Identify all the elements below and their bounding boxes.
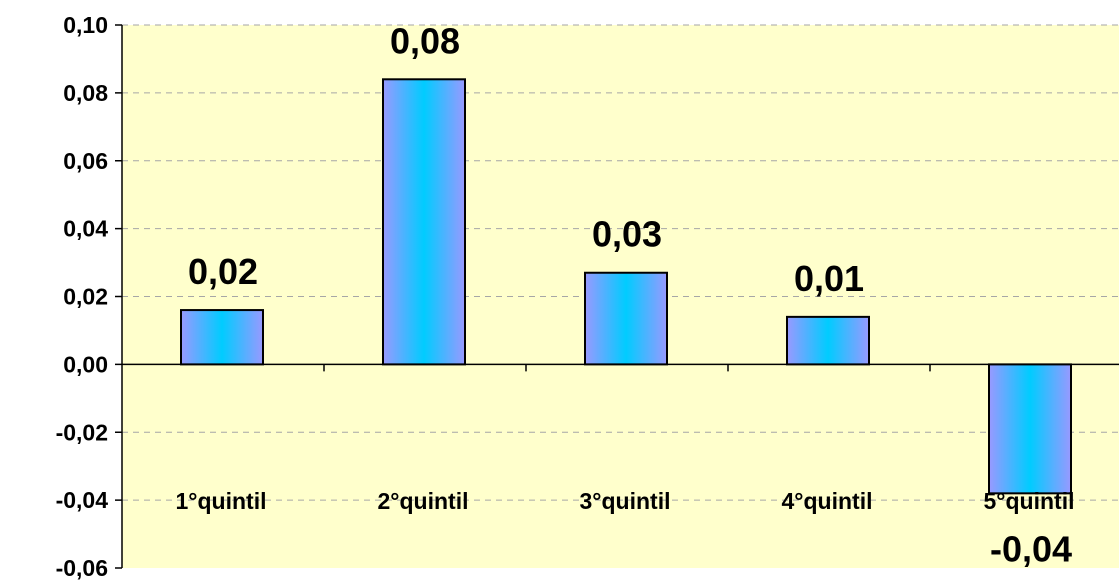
y-tick-label: 0,08: [63, 80, 108, 106]
data-label-1: 0,02: [188, 251, 258, 292]
y-tick-label: 0,10: [63, 12, 108, 38]
data-label-2: 0,08: [390, 20, 460, 61]
category-label-4: 4°quintil: [782, 488, 873, 514]
data-labels: 0,02 0,08 0,03 0,01 -0,04: [188, 20, 1072, 569]
y-tick-label: 0,06: [63, 148, 108, 174]
data-label-5: -0,04: [990, 528, 1072, 569]
x-axis-category-labels: 1°quintil 2°quintil 3°quintil 4°quintil 5°qu…: [176, 488, 1075, 514]
category-label-5: 5°quintil: [984, 488, 1075, 514]
bar-4: [786, 315, 870, 366]
bar-5: [988, 363, 1072, 495]
data-label-3: 0,03: [592, 214, 662, 255]
bar-2: [382, 78, 466, 366]
bar-1: [180, 309, 264, 366]
y-axis-tick-labels: 0,10 0,08 0,06 0,04 0,02 0,00 -0,02 -0,04 -0,06: [56, 12, 109, 581]
y-tick-label: 0,02: [63, 284, 108, 310]
gridlines: [122, 24, 1119, 501]
y-tick-label: 0,04: [63, 216, 108, 242]
category-label-2: 2°quintil: [378, 488, 469, 514]
bar-3: [584, 271, 668, 366]
y-tick-label: -0,06: [56, 555, 108, 581]
y-tick-label: 0,00: [63, 351, 108, 377]
category-label-1: 1°quintil: [176, 488, 267, 514]
category-label-3: 3°quintil: [580, 488, 671, 514]
y-tick-label: -0,02: [56, 419, 108, 445]
data-label-4: 0,01: [794, 258, 864, 299]
y-tick-label: -0,04: [56, 487, 109, 513]
axes: [115, 24, 1119, 569]
